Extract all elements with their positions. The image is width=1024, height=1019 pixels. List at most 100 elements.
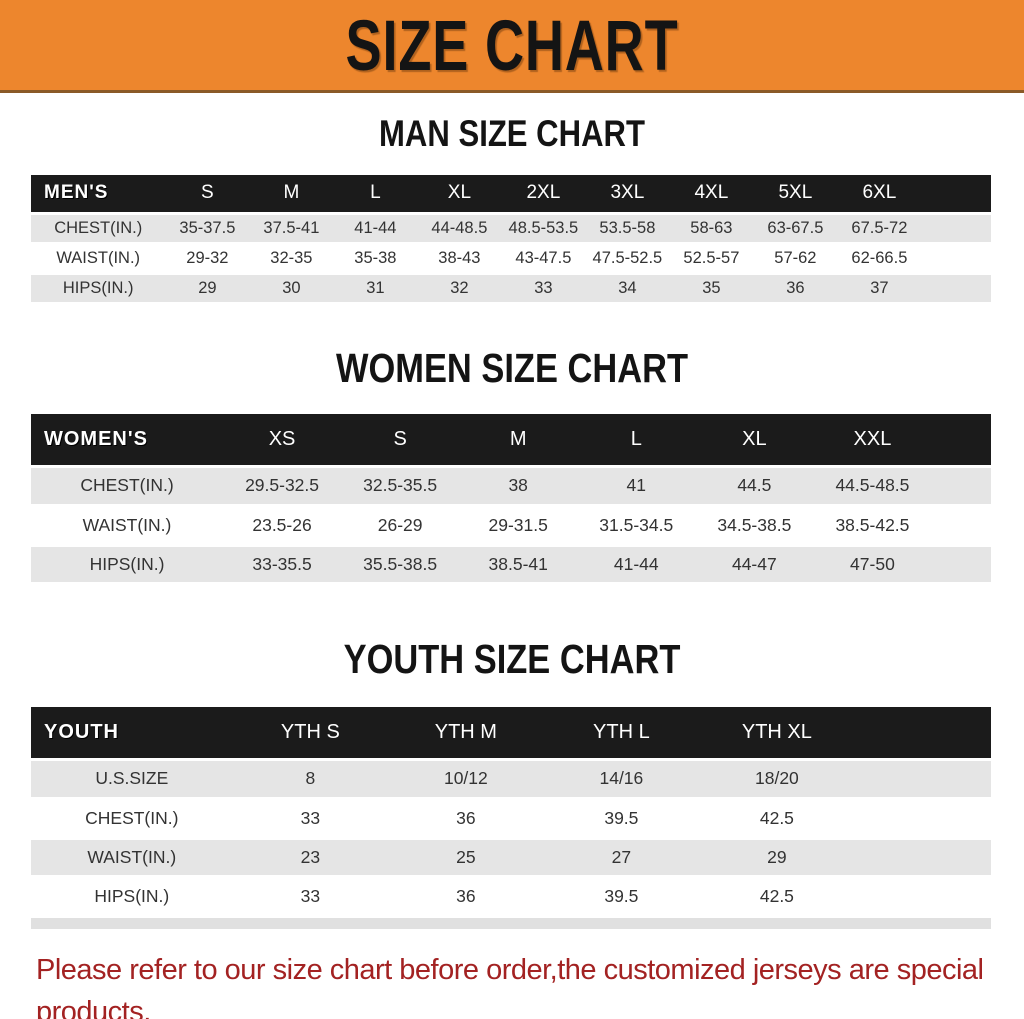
size-cell: 39.5 [543,798,700,840]
row-label: U.S.SIZE [31,759,233,801]
size-cell: 18/20 [699,759,855,801]
size-cell: 29.5-32.5 [223,466,342,508]
spacer [931,466,991,508]
row-label: HIPS(IN.) [31,273,166,305]
size-cell: 37 [837,273,922,305]
row-label: WAIST(IN.) [31,505,223,547]
table-row: HIPS(IN.) 29 30 31 32 33 34 35 36 37 [31,273,991,305]
size-cell: 36 [388,798,544,840]
table-row: WAIST(IN.) 23 25 27 29 [31,837,991,879]
youth-col-header: YTH M [388,706,544,761]
size-cell: 30 [249,273,334,305]
spacer [854,759,991,801]
men-group-label: MEN'S [31,175,166,215]
men-header-row: MEN'S S M L XL 2XL 3XL 4XL 5XL 6XL [31,175,991,215]
women-section-heading: WOMEN SIZE CHART [335,344,689,391]
women-col-header: XL [695,413,814,468]
row-label: WAIST(IN.) [31,837,233,879]
size-cell: 33 [232,798,389,840]
women-col-header: S [341,413,460,468]
men-size-table: MEN'S S M L XL 2XL 3XL 4XL 5XL 6XL CHEST… [31,175,991,305]
table-row: WAIST(IN.) 23.5-26 26-29 29-31.5 31.5-34… [31,505,991,547]
size-cell: 33-35.5 [223,544,342,586]
size-chart-banner: SIZE CHART [0,0,1024,93]
table-row: HIPS(IN.) 33-35.5 35.5-38.5 38.5-41 41-4… [31,544,991,586]
size-cell: 25 [388,837,544,879]
size-cell: 35 [669,273,754,305]
spacer [854,706,991,761]
women-col-header: L [577,413,696,468]
size-cell: 63-67.5 [753,213,838,245]
table-row: CHEST(IN.) 29.5-32.5 32.5-35.5 38 41 44.… [31,466,991,508]
size-cell: 35-37.5 [165,213,250,245]
men-col-header: 4XL [669,175,754,215]
size-cell: 27 [543,837,700,879]
row-label: WAIST(IN.) [31,243,166,275]
spacer [921,213,991,245]
size-cell: 34.5-38.5 [695,505,814,547]
women-col-header: M [459,413,578,468]
policy-line-1: Please refer to our size chart before or… [36,953,984,1019]
men-col-header: S [165,175,250,215]
women-header-row: WOMEN'S XS S M L XL XXL [31,413,991,468]
men-col-header: L [333,175,418,215]
banner-title: SIZE CHART [345,5,679,85]
table-row: CHEST(IN.) 33 36 39.5 42.5 [31,798,991,840]
size-cell: 34 [585,273,670,305]
men-col-header: 3XL [585,175,670,215]
size-cell: 47-50 [813,544,932,586]
spacer [854,798,991,840]
size-cell: 39.5 [543,876,700,918]
spacer [931,505,991,547]
size-cell: 32 [417,273,502,305]
size-cell: 62-66.5 [837,243,922,275]
size-cell: 38 [459,466,578,508]
row-label: HIPS(IN.) [31,876,233,918]
women-group-label: WOMEN'S [31,413,223,468]
table-row: HIPS(IN.) 33 36 39.5 42.5 [31,876,991,918]
size-cell: 44.5 [695,466,814,508]
size-cell: 57-62 [753,243,838,275]
size-cell: 38.5-41 [459,544,578,586]
size-cell: 23 [232,837,389,879]
men-col-header: 5XL [753,175,838,215]
size-cell: 33 [232,876,389,918]
spacer [931,544,991,586]
size-cell: 53.5-58 [585,213,670,245]
table-row: U.S.SIZE 8 10/12 14/16 18/20 [31,759,991,801]
size-cell: 29-31.5 [459,505,578,547]
men-col-header: XL [417,175,502,215]
youth-size-table: YOUTH YTH S YTH M YTH L YTH XL U.S.SIZE … [31,706,991,918]
size-cell: 38.5-42.5 [813,505,932,547]
size-cell: 41-44 [577,544,696,586]
size-cell: 36 [388,876,544,918]
youth-col-header: YTH L [543,706,700,761]
size-cell: 29-32 [165,243,250,275]
size-cell: 32.5-35.5 [341,466,460,508]
size-cell: 41-44 [333,213,418,245]
spacer [854,837,991,879]
size-cell: 58-63 [669,213,754,245]
youth-header-row: YOUTH YTH S YTH M YTH L YTH XL [31,706,991,761]
row-label: CHEST(IN.) [31,466,223,508]
size-cell: 42.5 [699,876,855,918]
size-cell: 38-43 [417,243,502,275]
size-cell: 44-47 [695,544,814,586]
size-cell: 36 [753,273,838,305]
size-cell: 29 [165,273,250,305]
spacer [854,876,991,918]
size-cell: 43-47.5 [501,243,586,275]
size-cell: 8 [232,759,389,801]
men-col-header: M [249,175,334,215]
size-cell: 14/16 [543,759,700,801]
size-cell: 29 [699,837,855,879]
row-label: CHEST(IN.) [31,798,233,840]
size-cell: 32-35 [249,243,334,275]
size-cell: 41 [577,466,696,508]
size-cell: 31.5-34.5 [577,505,696,547]
size-cell: 52.5-57 [669,243,754,275]
women-col-header: XXL [813,413,932,468]
women-size-table: WOMEN'S XS S M L XL XXL CHEST(IN.) 29.5-… [31,413,991,586]
size-cell: 48.5-53.5 [501,213,586,245]
row-label: HIPS(IN.) [31,544,223,586]
